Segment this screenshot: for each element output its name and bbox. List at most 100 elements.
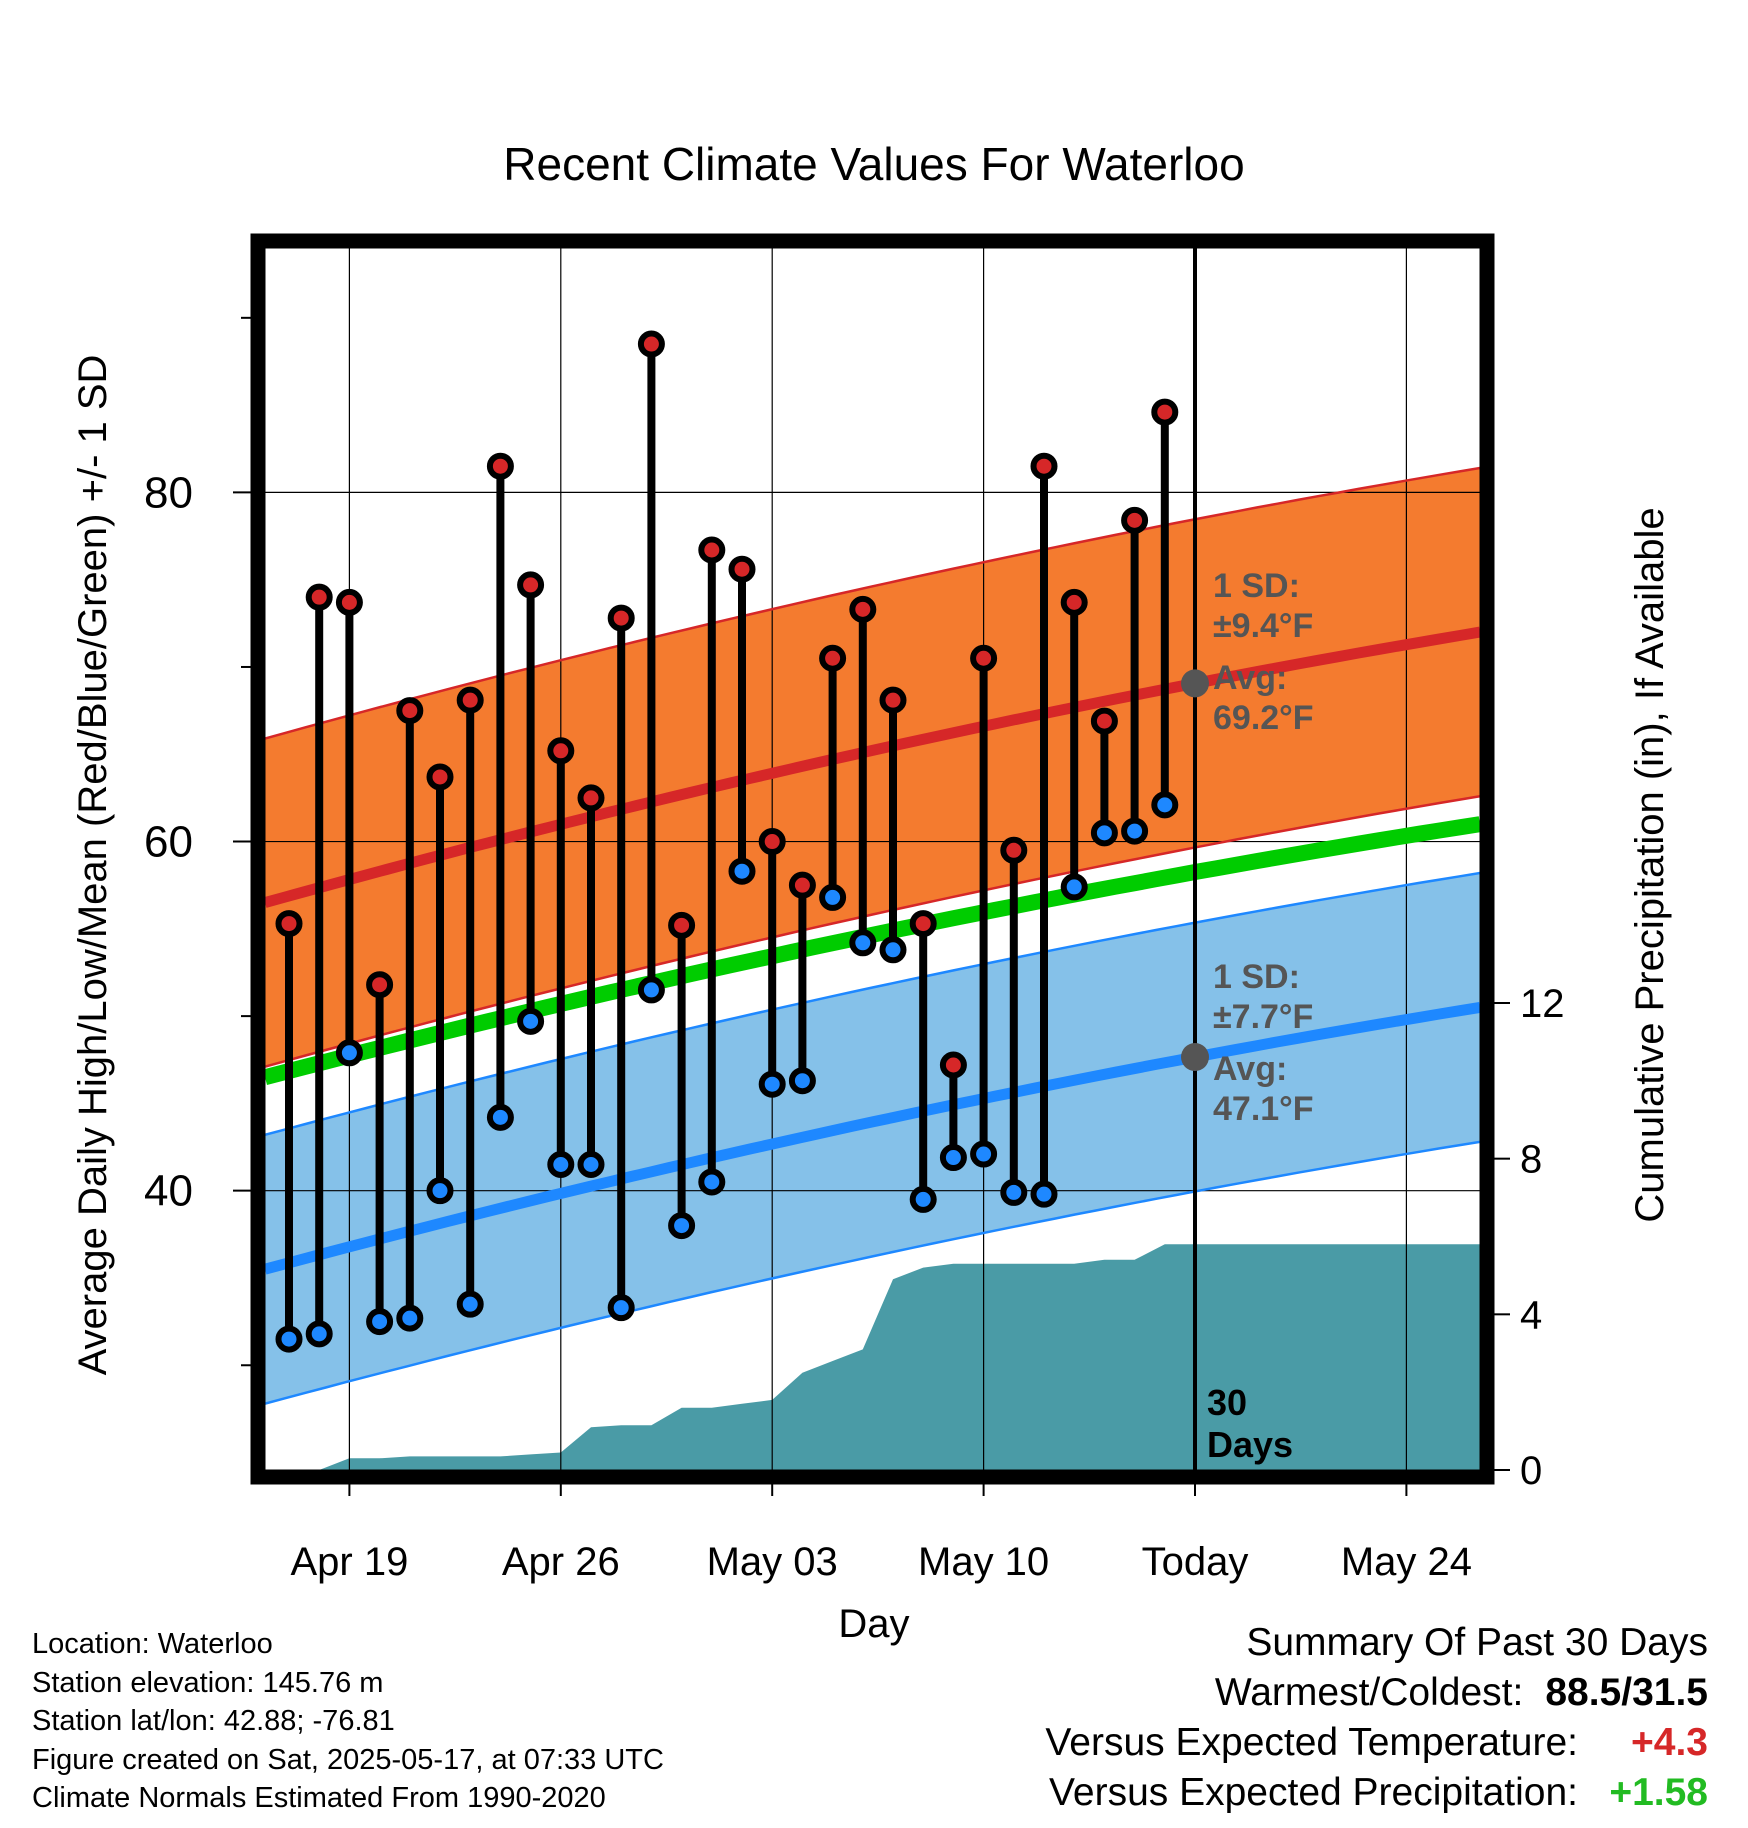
- y-tick-label: 80: [144, 468, 193, 517]
- low-point: [547, 1151, 575, 1178]
- low-point: [1060, 873, 1088, 901]
- high-annotation: 1 SD: ±9.4°F Avg: 69.2°F: [1213, 567, 1314, 737]
- today-window-label: 30 Days: [1207, 1382, 1293, 1465]
- low-point: [939, 1144, 967, 1172]
- y-tick-label: 40: [144, 1167, 193, 1216]
- low-point: [426, 1177, 454, 1205]
- high-point: [517, 571, 545, 599]
- high-annotation-line: 1 SD:: [1213, 567, 1300, 605]
- low-point: [788, 1067, 816, 1095]
- high-point: [1090, 707, 1118, 735]
- low-point: [456, 1290, 484, 1318]
- high-point: [668, 911, 696, 939]
- high-annotation-line: 69.2°F: [1213, 699, 1314, 737]
- temp-value: +4.3: [1631, 1721, 1708, 1764]
- low-annotation-line: 47.1°F: [1213, 1090, 1314, 1128]
- high-point: [577, 784, 605, 812]
- high-point: [1000, 836, 1028, 864]
- y-tick-label: 60: [144, 818, 193, 867]
- low-point: [486, 1103, 514, 1131]
- normals-text: Climate Normals Estimated From 1990-2020: [32, 1782, 606, 1814]
- warm-label: Warmest/Coldest:: [1214, 1671, 1524, 1714]
- high-point: [335, 588, 363, 616]
- low-annotation-line: Avg:: [1213, 1050, 1287, 1088]
- x-axis-title: Day: [838, 1602, 909, 1646]
- high-point: [486, 452, 514, 480]
- low-point: [366, 1308, 394, 1336]
- high-point: [396, 697, 424, 725]
- high-point: [819, 644, 847, 672]
- low-point: [1000, 1178, 1028, 1206]
- x-tick-label: May 24: [1341, 1540, 1472, 1584]
- high-point: [970, 644, 998, 672]
- high-point: [547, 737, 575, 765]
- location-text: Location: Waterloo: [32, 1628, 273, 1660]
- today-low-avg-point: [1181, 1043, 1209, 1072]
- high-point: [909, 910, 937, 938]
- high-point: [426, 763, 454, 791]
- low-sd-band: [265, 873, 1480, 1404]
- low-point: [275, 1325, 303, 1353]
- precip-area: [289, 1244, 1480, 1470]
- low-annotation-line: ±7.7°F: [1213, 998, 1313, 1036]
- low-point: [305, 1320, 333, 1348]
- low-point: [517, 1007, 545, 1035]
- y2-tick-label: 4: [1520, 1293, 1542, 1337]
- low-point: [758, 1070, 786, 1098]
- latlon-text: Station lat/lon: 42.88; -76.81: [32, 1705, 395, 1737]
- high-point: [879, 686, 907, 714]
- low-annotation: 1 SD: ±7.7°F Avg: 47.1°F: [1213, 958, 1314, 1128]
- high-point: [637, 330, 665, 358]
- high-sd-upper-line: [265, 466, 1480, 740]
- summary-title: Summary Of Past 30 Days: [1246, 1621, 1708, 1664]
- y-axis-title: Average Daily High/Low/Mean (Red/Blue/Gr…: [71, 355, 115, 1376]
- summary-panel: Summary Of Past 30 Days Warmest/Coldest:…: [1045, 1618, 1708, 1818]
- high-point: [788, 871, 816, 899]
- high-point: [758, 828, 786, 856]
- created-text: Figure created on Sat, 2025-05-17, at 07…: [32, 1743, 664, 1776]
- low-point: [1151, 791, 1179, 819]
- high-point: [366, 971, 394, 999]
- plot-frame: [250, 233, 1495, 1485]
- high-point: [607, 604, 635, 632]
- high-point: [728, 555, 756, 583]
- low-point: [819, 883, 847, 911]
- low-point: [1030, 1180, 1058, 1208]
- y2-tick-label: 8: [1520, 1138, 1542, 1182]
- y2-tick-label: 12: [1520, 982, 1565, 1026]
- high-point: [1151, 398, 1179, 426]
- low-point: [849, 929, 877, 957]
- low-point: [577, 1151, 605, 1178]
- high-point: [456, 686, 484, 714]
- low-annotation-line: 1 SD:: [1213, 958, 1300, 996]
- x-tick-label: Apr 19: [290, 1540, 408, 1584]
- high-annotation-line: Avg:: [1213, 659, 1287, 697]
- x-tick-label: Apr 26: [502, 1540, 620, 1584]
- high-point: [1030, 452, 1058, 480]
- high-point: [698, 536, 726, 564]
- low-point: [970, 1140, 998, 1168]
- x-tick-label: May 03: [707, 1540, 838, 1584]
- low-point: [396, 1304, 424, 1332]
- low-sd-lower-line: [265, 1140, 1480, 1405]
- precip-value: +1.58: [1609, 1771, 1708, 1814]
- precip-label: Versus Expected Precipitation:: [1049, 1771, 1578, 1814]
- y2-tick-label: 0: [1520, 1449, 1542, 1493]
- elevation-text: Station elevation: 145.76 m: [32, 1666, 384, 1699]
- x-tick-label: Today: [1142, 1540, 1249, 1584]
- low-point: [668, 1212, 696, 1240]
- today-window-label-line: Days: [1207, 1424, 1293, 1465]
- low-point: [879, 936, 907, 964]
- plot-area: 1 SD: ±9.4°F Avg: 69.2°F1 SD: ±7.7°F Avg: 47.1…: [71, 233, 1672, 1646]
- high-point: [1121, 506, 1149, 534]
- today-window-label-line: 30: [1207, 1382, 1247, 1423]
- plot-clipped-layer: 1 SD: ±9.4°F Avg: 69.2°F1 SD: ±7.7°F Avg: 47.1…: [265, 248, 1480, 1470]
- summary-temp-row: Versus Expected Temperature: +4.3: [1045, 1718, 1708, 1768]
- high-point: [939, 1051, 967, 1079]
- low-point: [335, 1039, 363, 1067]
- low-point: [1090, 819, 1118, 847]
- x-tick-label: May 10: [918, 1540, 1049, 1584]
- high-point: [305, 583, 333, 611]
- low-point: [909, 1185, 937, 1213]
